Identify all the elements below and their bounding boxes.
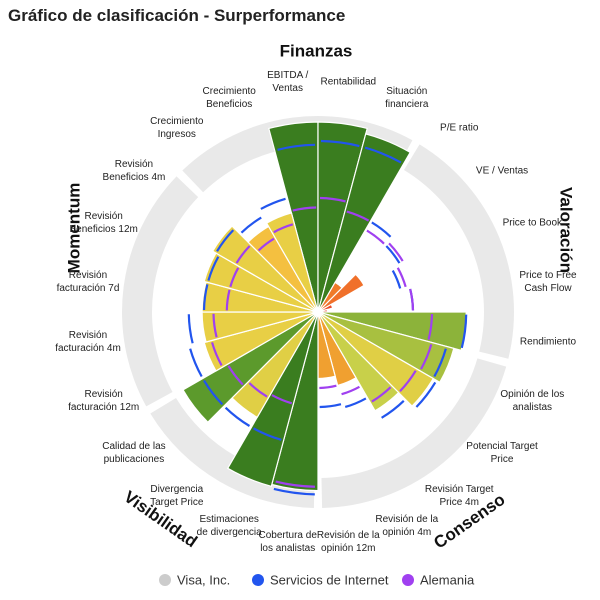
category-label: Divergencia Target Price	[150, 484, 204, 509]
legend-marker	[402, 574, 414, 586]
benchmark-arc	[388, 242, 404, 262]
bar	[317, 311, 357, 387]
category-label: Revisión facturación 12m	[68, 388, 140, 413]
benchmark-arc	[366, 229, 385, 245]
benchmark-arc	[371, 221, 392, 238]
bar	[317, 273, 365, 313]
category-label: Revisión Beneficios 4m	[102, 158, 166, 183]
benchmark-arc	[381, 400, 405, 419]
benchmark-arc	[271, 394, 293, 405]
benchmark-arc	[207, 256, 220, 281]
category-label: Revisión Target Price 4m	[424, 484, 494, 509]
group-ring	[122, 176, 199, 407]
category-label: Rentabilidad	[320, 76, 377, 88]
benchmark-arc	[212, 313, 218, 338]
benchmark-arc	[240, 216, 262, 234]
benchmark-arc	[227, 365, 244, 386]
category-label: Revisión de la opinión 12m	[316, 530, 380, 554]
benchmark-arc	[235, 245, 251, 264]
benchmark-arc	[211, 342, 223, 366]
bar	[317, 311, 435, 407]
benchmark-arc	[216, 229, 235, 252]
legend-marker	[252, 574, 264, 586]
benchmark-arc	[189, 348, 203, 378]
benchmark-arc	[320, 139, 360, 148]
benchmark-arc	[202, 284, 209, 311]
benchmark-arc	[346, 210, 370, 222]
group-label: Finanzas	[280, 41, 353, 60]
group-label: Momentum	[64, 183, 83, 274]
benchmark-arc	[409, 288, 415, 311]
benchmark-arc	[341, 385, 360, 396]
category-label: Revisión facturación 7d	[56, 269, 120, 294]
category-label: Revisión de la opinión 4m	[375, 514, 439, 539]
bar	[182, 311, 319, 424]
category-label: Situación financiera	[385, 85, 429, 110]
category-label: Crecimiento Ingresos	[150, 115, 204, 140]
bar	[317, 311, 455, 384]
category-label: EBITDA / Ventas	[267, 69, 309, 94]
group-ring	[321, 358, 507, 508]
category-label: Price to Book	[502, 217, 563, 229]
benchmark-arc	[257, 237, 275, 252]
category-label: Calidad de las publicaciones	[102, 441, 166, 466]
bar	[317, 133, 411, 313]
benchmark-arc	[248, 382, 268, 398]
benchmark-arc	[319, 196, 346, 203]
category-label: Rendimiento	[519, 336, 577, 348]
legend-label: Alemania	[420, 572, 475, 587]
bar	[317, 311, 400, 412]
bar	[265, 212, 319, 313]
benchmark-arc	[433, 348, 447, 378]
benchmark-arc	[364, 146, 402, 164]
legend-marker	[159, 574, 171, 586]
bar	[226, 311, 319, 488]
category-label: P/E ratio	[440, 122, 479, 134]
category-label: Crecimiento Beneficios	[202, 85, 256, 110]
category-label: Price to Free Cash Flow	[519, 269, 577, 294]
category-label: Estimaciones de divergencia	[196, 514, 262, 539]
category-label: Potencial Target Price	[466, 441, 538, 466]
benchmark-arc	[252, 427, 282, 441]
benchmark-arc	[371, 386, 392, 403]
legend-label: Visa, Inc.	[177, 572, 230, 587]
benchmark-arc	[319, 403, 342, 409]
benchmark-arc	[275, 480, 315, 488]
benchmark-arc	[391, 270, 402, 289]
benchmark-arc	[396, 267, 407, 288]
bar	[203, 311, 319, 372]
legend-label: Servicios de Internet	[270, 572, 389, 587]
benchmark-arc	[187, 314, 194, 344]
bar	[317, 303, 334, 313]
benchmark-arc	[224, 406, 251, 427]
benchmark-arc	[292, 206, 317, 212]
benchmark-arc	[460, 314, 468, 349]
chart-title: Gráfico de clasificación - Surperformanc…	[8, 6, 346, 25]
benchmark-arc	[273, 223, 294, 234]
category-label: Revisión Beneficios 12m	[69, 211, 138, 236]
benchmark-arc	[203, 379, 224, 406]
bar	[211, 225, 319, 313]
group-ring	[403, 144, 514, 359]
benchmark-arc	[225, 289, 231, 311]
benchmark-arc	[427, 313, 434, 340]
benchmark-arc	[229, 267, 240, 288]
benchmark-arc	[385, 245, 401, 264]
category-label: Opinión de los analistas	[500, 388, 565, 413]
category-label: Cobertura de los analistas	[258, 530, 317, 554]
benchmark-arc	[399, 370, 417, 392]
benchmark-arc	[273, 487, 315, 496]
benchmark-arc	[344, 397, 367, 409]
category-label: VE / Ventas	[475, 165, 529, 177]
benchmark-arc	[415, 381, 437, 408]
benchmark-arc	[420, 344, 433, 370]
category-label: Revisión facturación 4m	[55, 330, 121, 355]
benchmark-arc	[319, 384, 337, 390]
benchmark-arc	[277, 143, 316, 151]
benchmark-arc	[260, 197, 286, 210]
group-label: Valoración	[557, 187, 576, 273]
